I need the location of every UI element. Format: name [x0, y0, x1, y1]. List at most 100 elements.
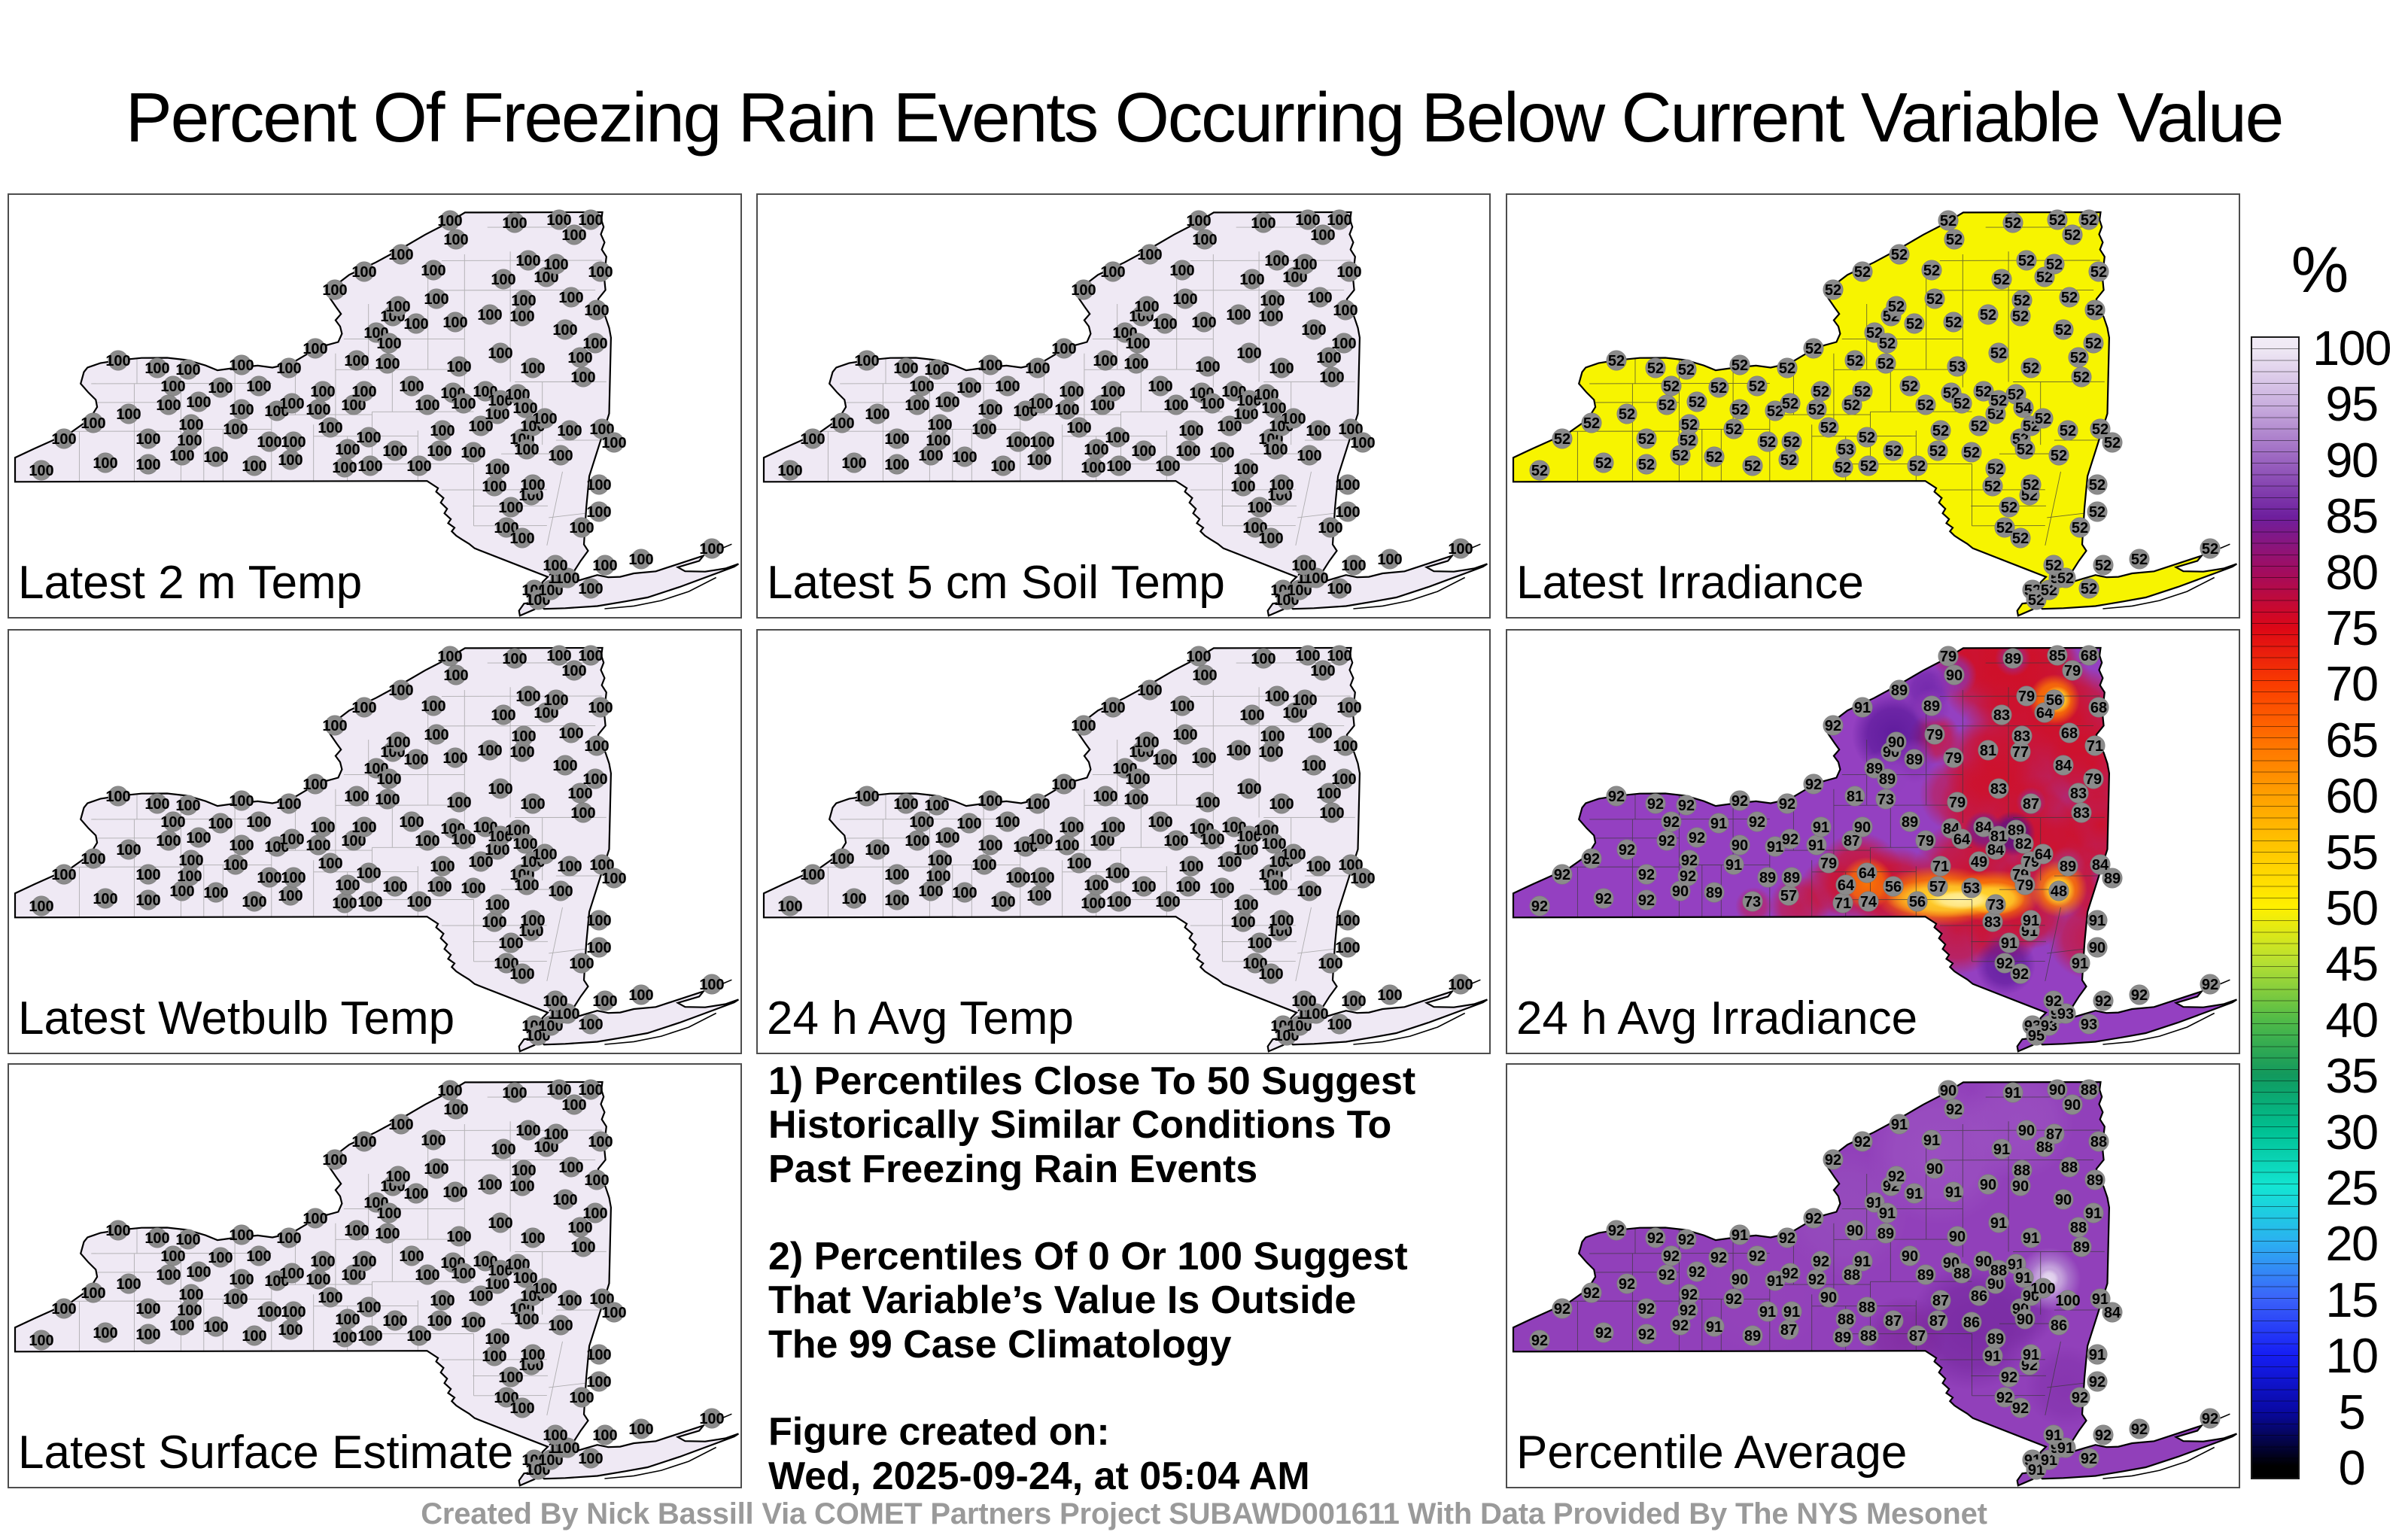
svg-text:100: 100	[1134, 299, 1159, 315]
svg-text:100: 100	[977, 837, 1002, 854]
svg-text:100: 100	[909, 814, 934, 831]
svg-text:100: 100	[586, 477, 611, 494]
svg-text:100: 100	[865, 406, 889, 423]
svg-text:100: 100	[169, 883, 194, 900]
svg-text:100: 100	[1100, 819, 1125, 836]
svg-text:100: 100	[81, 851, 105, 868]
svg-text:52: 52	[2069, 350, 2086, 366]
svg-text:100: 100	[178, 417, 203, 433]
svg-text:100: 100	[1209, 880, 1234, 897]
svg-text:100: 100	[502, 1085, 527, 1102]
svg-text:100: 100	[424, 727, 448, 743]
svg-text:100: 100	[1377, 987, 1402, 1004]
svg-text:100: 100	[800, 867, 825, 883]
svg-text:52: 52	[2040, 582, 2057, 599]
svg-text:100: 100	[1335, 504, 1360, 521]
svg-text:100: 100	[144, 360, 169, 377]
svg-text:100: 100	[520, 913, 545, 929]
svg-text:92: 92	[1731, 793, 1747, 810]
svg-text:100: 100	[1137, 247, 1162, 263]
svg-text:100: 100	[1186, 649, 1211, 665]
svg-text:100: 100	[1192, 232, 1217, 248]
svg-text:100: 100	[403, 1186, 428, 1202]
svg-text:100: 100	[829, 415, 854, 432]
svg-text:100: 100	[601, 1305, 626, 1321]
svg-text:85: 85	[2048, 648, 2065, 664]
svg-text:81: 81	[1990, 828, 2006, 845]
svg-text:100: 100	[223, 857, 248, 874]
svg-text:100: 100	[990, 458, 1015, 475]
svg-text:100: 100	[105, 353, 130, 369]
svg-text:100: 100	[1233, 406, 1258, 423]
svg-text:92: 92	[1679, 868, 1695, 885]
svg-text:100: 100	[332, 460, 357, 476]
svg-text:92: 92	[1804, 1211, 1821, 1227]
svg-text:100: 100	[927, 417, 952, 433]
svg-text:83: 83	[2072, 805, 2089, 822]
svg-text:100: 100	[1264, 253, 1289, 269]
svg-text:100: 100	[515, 688, 540, 705]
svg-text:100: 100	[512, 400, 537, 417]
svg-text:100: 100	[242, 1328, 266, 1345]
svg-text:52: 52	[1583, 415, 1599, 432]
svg-text:100: 100	[1333, 302, 1358, 319]
svg-text:52: 52	[1553, 431, 1570, 448]
svg-text:100: 100	[699, 541, 724, 558]
svg-text:100: 100	[494, 1390, 518, 1406]
svg-text:100: 100	[388, 682, 413, 699]
svg-text:100: 100	[223, 421, 248, 438]
svg-text:100: 100	[424, 291, 448, 308]
svg-text:91: 91	[1705, 1319, 1722, 1336]
svg-text:100: 100	[1269, 913, 1294, 929]
svg-text:100: 100	[1051, 341, 1076, 357]
svg-text:100: 100	[509, 530, 534, 547]
svg-text:100: 100	[406, 458, 431, 475]
svg-text:91: 91	[1990, 1215, 2006, 1232]
svg-text:53: 53	[1963, 880, 1979, 897]
svg-text:100: 100	[1029, 434, 1054, 451]
svg-text:100: 100	[1295, 648, 1320, 664]
svg-text:100: 100	[278, 452, 303, 469]
svg-text:91: 91	[2004, 1085, 2020, 1102]
svg-text:100: 100	[1236, 345, 1261, 362]
svg-text:100: 100	[169, 1318, 194, 1334]
svg-text:64: 64	[2036, 705, 2053, 722]
svg-text:100: 100	[169, 448, 194, 464]
svg-text:100: 100	[406, 1328, 431, 1345]
svg-text:92: 92	[2000, 1369, 2017, 1386]
svg-text:100: 100	[175, 362, 200, 378]
svg-text:52: 52	[2080, 212, 2096, 229]
svg-text:100: 100	[543, 1126, 568, 1143]
svg-text:100: 100	[156, 833, 181, 850]
svg-text:52: 52	[1705, 449, 1722, 466]
svg-text:100: 100	[51, 867, 76, 883]
svg-text:52: 52	[1979, 307, 1996, 324]
svg-text:52: 52	[1865, 325, 1882, 342]
svg-text:100: 100	[532, 411, 557, 427]
svg-text:100: 100	[385, 299, 410, 315]
svg-text:92: 92	[1553, 1301, 1570, 1318]
svg-text:100: 100	[569, 520, 594, 536]
svg-text:100: 100	[229, 837, 254, 854]
svg-text:100: 100	[1263, 877, 1288, 894]
svg-text:100: 100	[1306, 423, 1330, 439]
svg-text:52: 52	[1688, 394, 1704, 411]
svg-text:87: 87	[1843, 833, 1859, 850]
svg-text:100: 100	[451, 831, 476, 848]
svg-text:100: 100	[203, 449, 228, 466]
svg-text:100: 100	[1169, 263, 1194, 279]
svg-text:91: 91	[1944, 1184, 1961, 1201]
svg-text:24 h Avg Temp: 24 h Avg Temp	[767, 992, 1074, 1044]
svg-text:100: 100	[532, 847, 557, 863]
svg-text:90: 90	[2054, 1192, 2071, 1208]
svg-text:100: 100	[406, 894, 431, 910]
svg-text:100: 100	[376, 336, 401, 352]
svg-text:100: 100	[1291, 558, 1316, 574]
svg-text:52: 52	[2088, 477, 2105, 494]
svg-text:88: 88	[1837, 1312, 1853, 1328]
svg-text:100: 100	[303, 341, 327, 357]
svg-text:52: 52	[1820, 420, 1836, 436]
svg-text:100: 100	[1066, 856, 1091, 872]
svg-text:100: 100	[351, 264, 376, 281]
svg-text:93: 93	[2080, 1017, 2096, 1033]
